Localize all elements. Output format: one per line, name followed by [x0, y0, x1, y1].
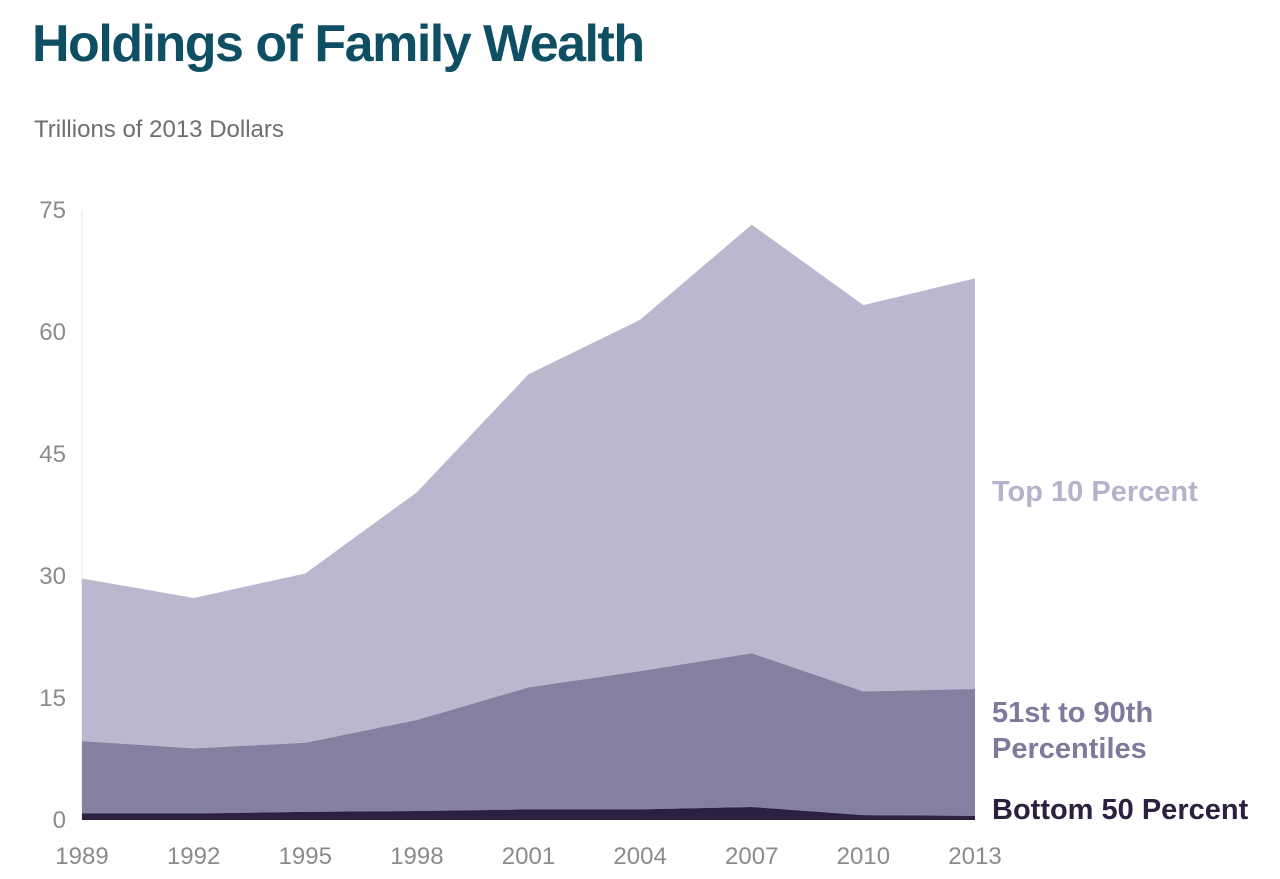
label-top-10-percent: Top 10 Percent [992, 476, 1198, 508]
chart-title: Holdings of Family Wealth [32, 15, 645, 73]
series-labels: Top 10 Percent 51st to 90th Percentiles Bot… [992, 476, 1249, 826]
x-axis: 1989 1992 1995 1998 2001 2004 2007 2010 2013 [55, 843, 1001, 870]
y-tick-label: 15 [39, 685, 66, 712]
y-tick-label: 45 [39, 441, 66, 468]
x-tick-label: 2001 [502, 843, 555, 870]
x-tick-label: 1992 [167, 843, 220, 870]
y-axis: 0 15 30 45 60 75 [39, 197, 66, 834]
x-tick-label: 2010 [837, 843, 890, 870]
area-51-to-90 [82, 653, 975, 816]
label-51-to-90-line1: 51st to 90th [992, 697, 1153, 729]
x-tick-label: 1995 [279, 843, 332, 870]
x-tick-label: 1998 [390, 843, 443, 870]
y-tick-label: 30 [39, 563, 66, 590]
area-top-10 [82, 224, 975, 749]
x-tick-label: 1989 [55, 843, 108, 870]
y-tick-label: 75 [39, 197, 66, 224]
y-tick-label: 60 [39, 319, 66, 346]
x-tick-label: 2007 [725, 843, 778, 870]
x-tick-label: 2013 [948, 843, 1001, 870]
area-bottom-50 [82, 806, 975, 820]
y-tick-label: 0 [53, 807, 66, 834]
label-bottom-50-percent: Bottom 50 Percent [992, 794, 1249, 826]
areas-group [82, 224, 975, 820]
label-51-to-90-line2: Percentiles [992, 733, 1147, 765]
chart-subtitle: Trillions of 2013 Dollars [34, 116, 284, 143]
x-tick-label: 2004 [613, 843, 666, 870]
